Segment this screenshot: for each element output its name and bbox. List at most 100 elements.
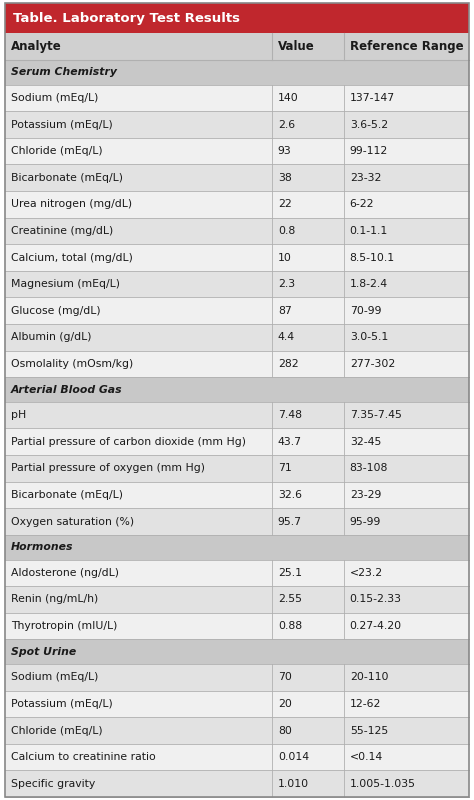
Text: 95.7: 95.7 — [278, 517, 302, 526]
Bar — [5, 664, 469, 690]
Text: 2.3: 2.3 — [278, 279, 295, 289]
Text: Osmolality (mOsm/kg): Osmolality (mOsm/kg) — [11, 359, 133, 369]
Text: Sodium (mEq/L): Sodium (mEq/L) — [11, 672, 99, 682]
Bar — [5, 508, 469, 535]
Text: 4.4: 4.4 — [278, 332, 295, 342]
Text: 93: 93 — [278, 146, 292, 156]
Bar — [5, 165, 469, 191]
Text: 137-147: 137-147 — [350, 93, 395, 103]
Text: 70-99: 70-99 — [350, 306, 381, 316]
Text: 3.0-5.1: 3.0-5.1 — [350, 332, 388, 342]
Text: Chloride (mEq/L): Chloride (mEq/L) — [11, 726, 103, 735]
Text: 8.5-10.1: 8.5-10.1 — [350, 253, 395, 262]
Bar — [5, 218, 469, 244]
Text: 99-112: 99-112 — [350, 146, 388, 156]
Bar — [5, 718, 469, 744]
Text: 0.1-1.1: 0.1-1.1 — [350, 226, 388, 236]
Text: 55-125: 55-125 — [350, 726, 388, 735]
Text: Glucose (mg/dL): Glucose (mg/dL) — [11, 306, 100, 316]
Text: 10: 10 — [278, 253, 292, 262]
Text: Potassium (mEq/L): Potassium (mEq/L) — [11, 699, 113, 709]
Text: Serum Chemistry: Serum Chemistry — [11, 67, 117, 78]
Text: 95-99: 95-99 — [350, 517, 381, 526]
Bar — [5, 378, 469, 402]
Bar — [5, 482, 469, 508]
Text: 1.005-1.035: 1.005-1.035 — [350, 778, 416, 789]
Bar — [5, 559, 469, 586]
Text: Chloride (mEq/L): Chloride (mEq/L) — [11, 146, 103, 156]
Text: 1.010: 1.010 — [278, 778, 309, 789]
Bar — [5, 744, 469, 770]
Text: 2.55: 2.55 — [278, 594, 302, 605]
Text: 0.27-4.20: 0.27-4.20 — [350, 621, 402, 631]
Text: 23-32: 23-32 — [350, 173, 381, 182]
Text: 71: 71 — [278, 463, 292, 474]
Text: 20: 20 — [278, 699, 292, 709]
Text: 25.1: 25.1 — [278, 568, 302, 578]
Text: 80: 80 — [278, 726, 292, 735]
Text: 1.8-2.4: 1.8-2.4 — [350, 279, 388, 289]
Text: 70: 70 — [278, 672, 292, 682]
Text: 32.6: 32.6 — [278, 490, 302, 500]
Text: 7.35-7.45: 7.35-7.45 — [350, 410, 401, 420]
Text: 12-62: 12-62 — [350, 699, 381, 709]
Text: Bicarbonate (mEq/L): Bicarbonate (mEq/L) — [11, 173, 123, 182]
Bar — [5, 613, 469, 639]
Bar — [5, 138, 469, 165]
Text: 87: 87 — [278, 306, 292, 316]
Bar — [5, 85, 469, 111]
Text: 140: 140 — [278, 93, 299, 103]
Bar — [5, 402, 469, 429]
Text: 282: 282 — [278, 359, 299, 369]
Text: 23-29: 23-29 — [350, 490, 381, 500]
Text: Calcium to creatinine ratio: Calcium to creatinine ratio — [11, 752, 156, 762]
Text: Oxygen saturation (%): Oxygen saturation (%) — [11, 517, 134, 526]
Text: Bicarbonate (mEq/L): Bicarbonate (mEq/L) — [11, 490, 123, 500]
Text: 3.6-5.2: 3.6-5.2 — [350, 119, 388, 130]
Text: Reference Range: Reference Range — [350, 40, 464, 53]
Text: 7.48: 7.48 — [278, 410, 302, 420]
Bar — [5, 429, 469, 455]
Bar — [5, 271, 469, 298]
Bar — [5, 324, 469, 350]
Text: Aldosterone (ng/dL): Aldosterone (ng/dL) — [11, 568, 119, 578]
Text: 38: 38 — [278, 173, 292, 182]
Bar — [5, 586, 469, 613]
Text: Urea nitrogen (mg/dL): Urea nitrogen (mg/dL) — [11, 199, 132, 210]
Bar — [5, 34, 469, 60]
Text: 0.15-2.33: 0.15-2.33 — [350, 594, 402, 605]
Text: Creatinine (mg/dL): Creatinine (mg/dL) — [11, 226, 113, 236]
Text: Renin (ng/mL/h): Renin (ng/mL/h) — [11, 594, 98, 605]
Text: Hormones: Hormones — [11, 542, 73, 552]
Text: 6-22: 6-22 — [350, 199, 374, 210]
Text: 22: 22 — [278, 199, 292, 210]
Bar — [5, 639, 469, 664]
Bar — [5, 690, 469, 718]
Text: Table. Laboratory Test Results: Table. Laboratory Test Results — [13, 12, 240, 25]
Bar — [5, 455, 469, 482]
Text: <23.2: <23.2 — [350, 568, 383, 578]
Text: Partial pressure of carbon dioxide (mm Hg): Partial pressure of carbon dioxide (mm H… — [11, 437, 246, 446]
Text: 277-302: 277-302 — [350, 359, 395, 369]
Text: Albumin (g/dL): Albumin (g/dL) — [11, 332, 91, 342]
Bar — [5, 350, 469, 378]
Bar — [5, 298, 469, 324]
Text: 83-108: 83-108 — [350, 463, 388, 474]
Bar — [5, 60, 469, 85]
Bar — [5, 535, 469, 559]
Text: 20-110: 20-110 — [350, 672, 388, 682]
Text: 32-45: 32-45 — [350, 437, 381, 446]
Text: 0.8: 0.8 — [278, 226, 295, 236]
Text: 43.7: 43.7 — [278, 437, 302, 446]
Text: 0.88: 0.88 — [278, 621, 302, 631]
Text: Analyte: Analyte — [11, 40, 62, 53]
Text: Value: Value — [278, 40, 315, 53]
Bar — [5, 111, 469, 138]
Bar — [5, 3, 469, 34]
Text: pH: pH — [11, 410, 26, 420]
Text: 0.014: 0.014 — [278, 752, 309, 762]
Bar — [5, 244, 469, 271]
Bar — [5, 770, 469, 797]
Text: Specific gravity: Specific gravity — [11, 778, 95, 789]
Text: Arterial Blood Gas: Arterial Blood Gas — [11, 385, 123, 394]
